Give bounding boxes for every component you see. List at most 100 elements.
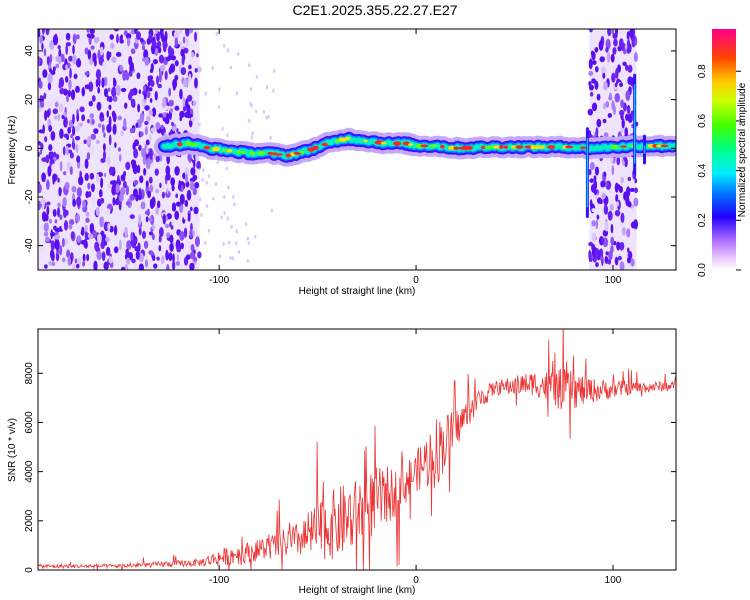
noise-blob xyxy=(52,34,59,46)
noise-blob xyxy=(154,47,159,57)
noise-blob xyxy=(162,111,168,118)
noise-blob xyxy=(148,217,153,222)
spectral-peak xyxy=(429,144,438,148)
spectral-peak xyxy=(420,144,429,148)
noise-blob xyxy=(132,188,138,197)
noise-blob xyxy=(633,52,638,62)
noise-blob xyxy=(214,182,218,187)
noise-blob xyxy=(93,58,97,67)
noise-blob xyxy=(66,135,69,140)
noise-blob xyxy=(595,66,599,73)
noise-blob xyxy=(103,88,109,98)
y-tick-label: 4000 xyxy=(24,460,35,483)
noise-blob xyxy=(230,224,233,229)
noise-blob xyxy=(604,255,609,263)
noise-blob xyxy=(161,255,165,264)
noise-blob xyxy=(73,73,78,80)
noise-blob xyxy=(157,83,163,89)
noise-blob xyxy=(633,197,639,207)
noise-blob xyxy=(74,135,81,141)
noise-blob xyxy=(79,106,85,113)
noise-blob xyxy=(220,215,223,220)
noise-blob xyxy=(57,207,61,218)
noise-blob xyxy=(188,29,194,34)
noise-blob xyxy=(44,264,48,269)
noise-blob xyxy=(93,260,98,270)
noise-blob xyxy=(82,253,86,262)
spectral-peak xyxy=(226,149,233,153)
noise-blob xyxy=(76,112,80,122)
noise-blob xyxy=(614,29,619,36)
spectral-peak xyxy=(312,145,319,150)
spectral-peak xyxy=(221,148,229,152)
noise-blob xyxy=(599,255,603,261)
noise-blob xyxy=(174,210,180,221)
noise-blob xyxy=(78,122,83,127)
noise-blob xyxy=(164,31,168,42)
noise-blob xyxy=(591,208,596,213)
noise-blob xyxy=(113,29,119,32)
noise-blob xyxy=(613,38,618,47)
noise-blob xyxy=(81,226,85,236)
noise-blob xyxy=(44,213,49,222)
noise-blob xyxy=(185,37,189,47)
noise-blob xyxy=(125,248,129,256)
noise-blob xyxy=(113,225,118,236)
noise-blob xyxy=(47,82,52,91)
spectral-peak xyxy=(344,136,351,141)
noise-blob xyxy=(233,202,236,207)
noise-blob xyxy=(614,93,621,103)
noise-blob xyxy=(124,102,128,109)
spectral-peak xyxy=(515,145,524,149)
noise-blob xyxy=(38,183,42,194)
spectral-peak xyxy=(380,141,387,145)
noise-blob xyxy=(138,214,142,226)
noise-blob xyxy=(43,222,49,232)
noise-blob xyxy=(142,85,147,92)
spectral-peak xyxy=(448,145,455,150)
noise-blob xyxy=(71,185,77,193)
noise-blob xyxy=(149,97,153,104)
noise-blob xyxy=(631,221,635,229)
noise-blob xyxy=(143,92,147,100)
noise-blob xyxy=(188,73,192,83)
spectral-peak xyxy=(285,153,292,158)
noise-blob xyxy=(69,166,73,175)
noise-blob xyxy=(628,251,633,260)
noise-blob xyxy=(57,45,61,50)
noise-blob xyxy=(112,95,118,102)
noise-blob xyxy=(591,78,597,84)
noise-blob xyxy=(46,109,50,118)
noise-blob xyxy=(630,258,635,267)
noise-blob xyxy=(40,100,45,108)
noise-blob xyxy=(85,191,90,199)
noise-blob xyxy=(51,163,56,172)
spectral-peak xyxy=(393,141,402,146)
noise-blob xyxy=(120,87,127,93)
noise-blob xyxy=(616,201,619,207)
noise-blob xyxy=(72,113,75,125)
colorbar-tick-label: 0.8 xyxy=(697,64,708,78)
noise-blob xyxy=(66,249,71,258)
noise-blob xyxy=(107,87,111,92)
spectral-peak xyxy=(321,142,328,147)
noise-blob xyxy=(160,124,164,130)
spectral-peak xyxy=(530,144,536,150)
y-tick-label: 0 xyxy=(24,567,35,573)
spectrogram-x-label: Height of straight line (km) xyxy=(299,286,416,297)
noise-blob xyxy=(614,256,619,266)
noise-blob xyxy=(68,55,74,62)
noise-blob xyxy=(100,240,105,250)
noise-blob xyxy=(179,110,185,118)
noise-blob xyxy=(248,118,251,123)
noise-blob xyxy=(611,72,616,83)
noise-blob xyxy=(62,257,66,263)
spectral-peak xyxy=(299,150,306,154)
noise-blob xyxy=(86,253,90,262)
noise-blob xyxy=(45,236,50,243)
noise-blob xyxy=(129,127,136,133)
noise-blob xyxy=(151,233,155,241)
noise-blob xyxy=(89,59,94,66)
noise-blob xyxy=(211,66,214,71)
noise-blob xyxy=(193,256,198,262)
